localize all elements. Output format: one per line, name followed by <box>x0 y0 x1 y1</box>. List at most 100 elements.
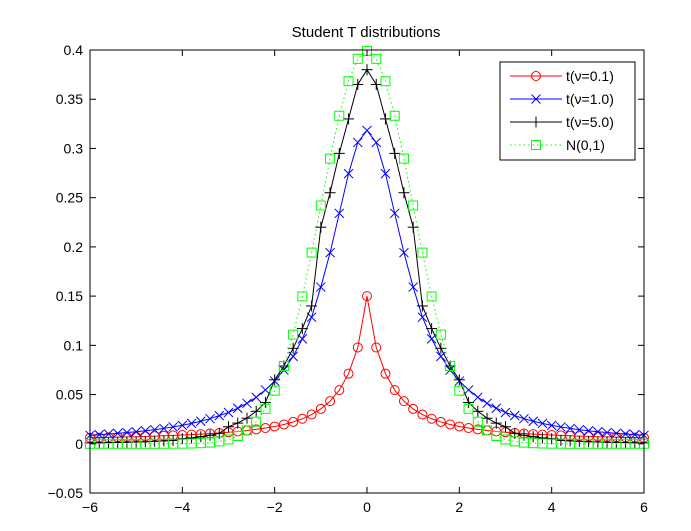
data-point-1-11 <box>186 418 197 429</box>
y-tick-label: 0.3 <box>64 140 84 156</box>
data-point-1-43 <box>482 398 492 409</box>
data-point-2-40 <box>453 374 465 386</box>
data-point-2-51 <box>555 434 567 446</box>
y-tick-label: 0.25 <box>56 190 83 206</box>
data-point-0-37 <box>426 413 437 424</box>
data-point-1-42 <box>472 392 483 403</box>
data-point-1-33 <box>389 208 400 219</box>
legend-entry-1: t(ν=1.0) <box>510 91 614 107</box>
y-tick-label: −0.05 <box>48 485 84 501</box>
data-point-2-55 <box>592 436 604 448</box>
data-point-1-56 <box>602 427 612 438</box>
data-point-1-1 <box>94 429 105 440</box>
data-point-1-45 <box>500 407 511 418</box>
legend-label: t(ν=5.0) <box>566 114 614 130</box>
data-point-3-18 <box>251 416 262 427</box>
data-point-3-23 <box>297 291 308 302</box>
data-point-2-12 <box>195 431 207 443</box>
data-point-0-36 <box>417 409 428 420</box>
data-point-3-19 <box>260 403 271 414</box>
data-point-2-30 <box>361 64 373 76</box>
data-point-2-28 <box>343 113 355 125</box>
data-point-0-31 <box>371 342 382 353</box>
data-point-2-9 <box>167 434 179 446</box>
data-point-3-22 <box>288 329 299 340</box>
data-point-2-54 <box>583 436 595 448</box>
data-point-2-42 <box>472 405 484 417</box>
x-tick-label: 4 <box>548 499 556 515</box>
data-point-2-23 <box>296 323 308 335</box>
data-point-0-30 <box>362 291 372 302</box>
chart-title: Student T distributions <box>292 24 441 41</box>
data-point-2-13 <box>204 429 216 441</box>
x-tick-label: −4 <box>174 499 190 515</box>
data-point-3-28 <box>343 76 354 87</box>
data-point-1-5 <box>131 426 142 437</box>
data-point-1-9 <box>168 422 178 432</box>
y-tick-label: 0 <box>75 436 83 452</box>
data-point-3-29 <box>352 53 363 64</box>
legend-marker <box>530 116 542 128</box>
data-point-2-18 <box>250 405 262 417</box>
legend: t(ν=0.1) t(ν=1.0) t(ν=5.0) N(0,1) <box>499 61 636 161</box>
data-point-2-27 <box>333 147 345 159</box>
data-point-2-5 <box>130 436 142 448</box>
data-point-1-53 <box>574 424 585 435</box>
data-point-2-24 <box>306 300 318 312</box>
data-point-0-22 <box>288 416 299 427</box>
data-point-3-31 <box>371 53 382 64</box>
data-point-1-3 <box>112 428 123 439</box>
data-point-2-47 <box>518 429 530 441</box>
data-point-1-7 <box>149 424 160 435</box>
data-point-2-53 <box>573 435 585 447</box>
data-point-2-15 <box>223 421 234 433</box>
data-point-1-44 <box>491 403 502 414</box>
data-point-2-43 <box>481 412 493 424</box>
data-point-1-26 <box>325 247 335 258</box>
data-point-1-51 <box>556 422 566 432</box>
data-point-2-34 <box>398 187 410 199</box>
x-tick-label: 0 <box>363 499 371 515</box>
x-tick-label: −6 <box>82 499 98 515</box>
data-point-1-2 <box>103 429 114 439</box>
y-tick-label: 0.1 <box>64 337 84 353</box>
data-point-0-33 <box>389 385 400 396</box>
data-point-1-55 <box>592 426 603 437</box>
x-tick-label: −2 <box>267 499 283 515</box>
data-point-3-33 <box>389 110 400 121</box>
data-point-1-17 <box>242 398 252 409</box>
data-point-1-4 <box>122 427 132 438</box>
data-point-1-19 <box>260 385 271 395</box>
legend-label: N(0,1) <box>566 137 605 153</box>
data-point-3-37 <box>426 291 437 302</box>
data-point-3-32 <box>380 76 391 87</box>
data-point-2-17 <box>241 412 253 424</box>
legend-marker <box>531 71 541 81</box>
data-point-0-26 <box>325 396 336 407</box>
legend-entry-3: N(0,1) <box>510 137 605 153</box>
data-point-3-34 <box>398 153 409 164</box>
data-point-2-31 <box>370 78 382 90</box>
data-point-2-41 <box>463 396 475 408</box>
data-point-3-35 <box>408 200 419 211</box>
data-point-2-4 <box>121 436 133 448</box>
data-point-3-25 <box>315 200 326 211</box>
data-point-1-6 <box>140 425 151 436</box>
data-point-3-42 <box>472 416 483 427</box>
data-point-2-16 <box>232 417 244 429</box>
data-point-2-36 <box>416 300 428 312</box>
y-tick-label: 0.35 <box>56 91 83 107</box>
x-tick-label: 2 <box>455 499 463 515</box>
data-point-2-52 <box>564 435 576 447</box>
data-point-1-46 <box>509 410 520 421</box>
data-point-1-58 <box>620 429 631 439</box>
data-point-0-24 <box>306 409 317 420</box>
data-point-1-35 <box>408 282 419 292</box>
data-point-3-38 <box>435 329 446 340</box>
data-point-2-44 <box>490 417 502 429</box>
data-point-0-32 <box>380 368 391 379</box>
data-point-1-16 <box>232 403 243 414</box>
data-point-2-6 <box>139 436 151 448</box>
